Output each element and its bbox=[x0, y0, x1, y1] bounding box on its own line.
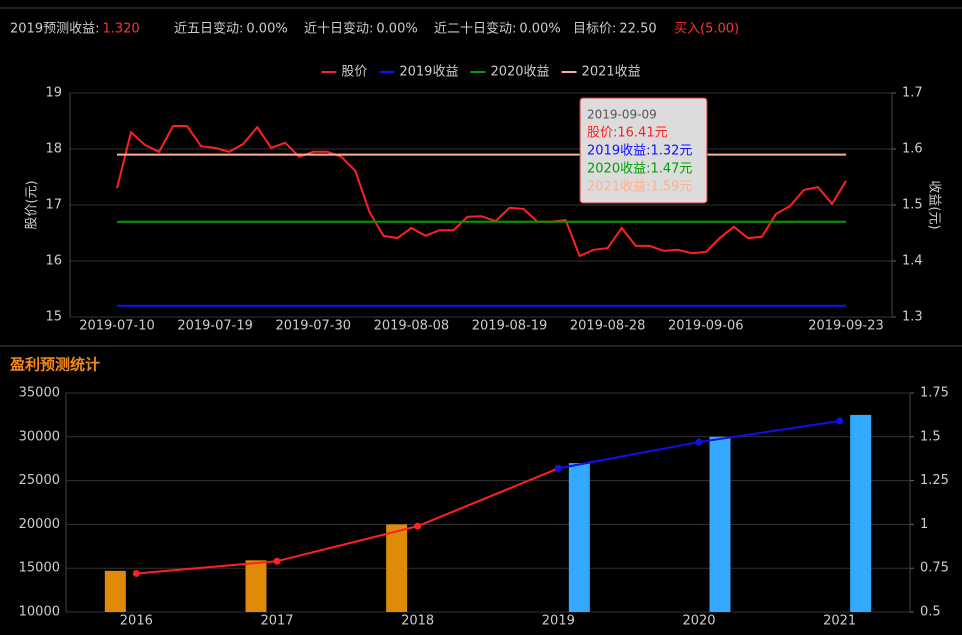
header-label: 2019预测收益: bbox=[10, 22, 99, 37]
legend-label: 2021收益 bbox=[582, 65, 641, 80]
header-value: 22.50 bbox=[619, 22, 656, 37]
rating: 买入(5.00) bbox=[674, 22, 739, 37]
bar bbox=[850, 414, 872, 612]
header-label: 近五日变动: bbox=[174, 21, 243, 37]
y2-tick-label: 1.5 bbox=[902, 198, 923, 213]
y2-tick-label: 1.75 bbox=[920, 386, 949, 401]
tooltip-title: 2019-09-09 bbox=[587, 108, 657, 122]
y2-tick-label: 1.3 bbox=[902, 310, 923, 325]
x-tick-label: 2019-07-19 bbox=[177, 319, 253, 334]
y-tick-label: 10000 bbox=[19, 605, 60, 620]
header-label: 近二十日变动: bbox=[434, 21, 516, 37]
point bbox=[132, 569, 140, 577]
header-value: 1.320 bbox=[102, 22, 139, 37]
x-tick-label: 2019-08-19 bbox=[472, 319, 548, 334]
y-axis-title: 股价(元) bbox=[25, 180, 40, 229]
y2-tick-label: 0.5 bbox=[920, 605, 941, 620]
point bbox=[836, 417, 844, 425]
series-line bbox=[136, 467, 559, 575]
legend-label: 股价 bbox=[341, 65, 367, 80]
y-tick-label: 16 bbox=[45, 254, 62, 269]
header-value: 0.00% bbox=[246, 22, 287, 37]
y2-tick-label: 1.5 bbox=[920, 429, 941, 444]
y2-tick-label: 1.6 bbox=[902, 142, 923, 157]
header-label: 近十日变动: bbox=[304, 21, 373, 37]
tooltip-line: 2020收益:1.47元 bbox=[587, 162, 692, 177]
y-tick-label: 20000 bbox=[19, 517, 60, 532]
bar bbox=[568, 463, 590, 612]
x-tick-label: 2019-09-06 bbox=[668, 319, 744, 334]
x-tick-label: 2019-07-30 bbox=[275, 319, 351, 334]
x-tick-label: 2019-09-23 bbox=[808, 319, 884, 334]
point bbox=[554, 464, 562, 472]
y-tick-label: 30000 bbox=[19, 429, 60, 444]
point bbox=[273, 557, 281, 565]
point bbox=[695, 438, 703, 446]
x-tick-label: 2019-07-10 bbox=[79, 319, 155, 334]
tooltip-line: 2021收益:1.59元 bbox=[587, 180, 692, 195]
x-tick-label: 2017 bbox=[260, 614, 293, 629]
x-tick-label: 2019-08-08 bbox=[374, 319, 450, 334]
x-tick-label: 2016 bbox=[120, 614, 153, 629]
x-tick-label: 2019-08-28 bbox=[570, 319, 646, 334]
y2-tick-label: 1.4 bbox=[902, 254, 923, 269]
legend-label: 2019收益 bbox=[399, 65, 458, 80]
y-tick-label: 15000 bbox=[19, 561, 60, 576]
tooltip-box bbox=[579, 97, 708, 204]
y-tick-label: 15 bbox=[45, 310, 62, 325]
x-tick-label: 2020 bbox=[682, 614, 715, 629]
header-value: 0.00% bbox=[376, 22, 417, 37]
tooltip-line: 2019收益:1.32元 bbox=[587, 144, 692, 159]
legend-label: 2020收益 bbox=[490, 65, 549, 80]
x-tick-label: 2018 bbox=[401, 614, 434, 629]
tooltip-line: 股价:16.41元 bbox=[587, 126, 668, 141]
y2-tick-label: 1 bbox=[920, 517, 928, 532]
bar bbox=[245, 560, 267, 612]
bar bbox=[104, 570, 126, 612]
point bbox=[414, 522, 422, 530]
header-label: 目标价: bbox=[573, 22, 616, 37]
x-tick-label: 2019 bbox=[542, 614, 575, 629]
y-tick-label: 35000 bbox=[19, 386, 60, 401]
y-tick-label: 25000 bbox=[19, 473, 60, 488]
y2-tick-label: 1.7 bbox=[902, 86, 923, 101]
bar bbox=[386, 524, 408, 612]
y-tick-label: 18 bbox=[45, 142, 62, 157]
section-title: 盈利预测统计 bbox=[9, 356, 100, 374]
y2-tick-label: 0.75 bbox=[920, 561, 949, 576]
header-value: 0.00% bbox=[519, 22, 560, 37]
y-tick-label: 17 bbox=[45, 198, 62, 213]
y-tick-label: 19 bbox=[45, 86, 62, 101]
bar bbox=[709, 436, 731, 612]
y2-axis-title: 收益(元) bbox=[927, 180, 942, 229]
y2-tick-label: 1.25 bbox=[920, 473, 949, 488]
series-line bbox=[116, 125, 847, 258]
x-tick-label: 2021 bbox=[823, 614, 856, 629]
